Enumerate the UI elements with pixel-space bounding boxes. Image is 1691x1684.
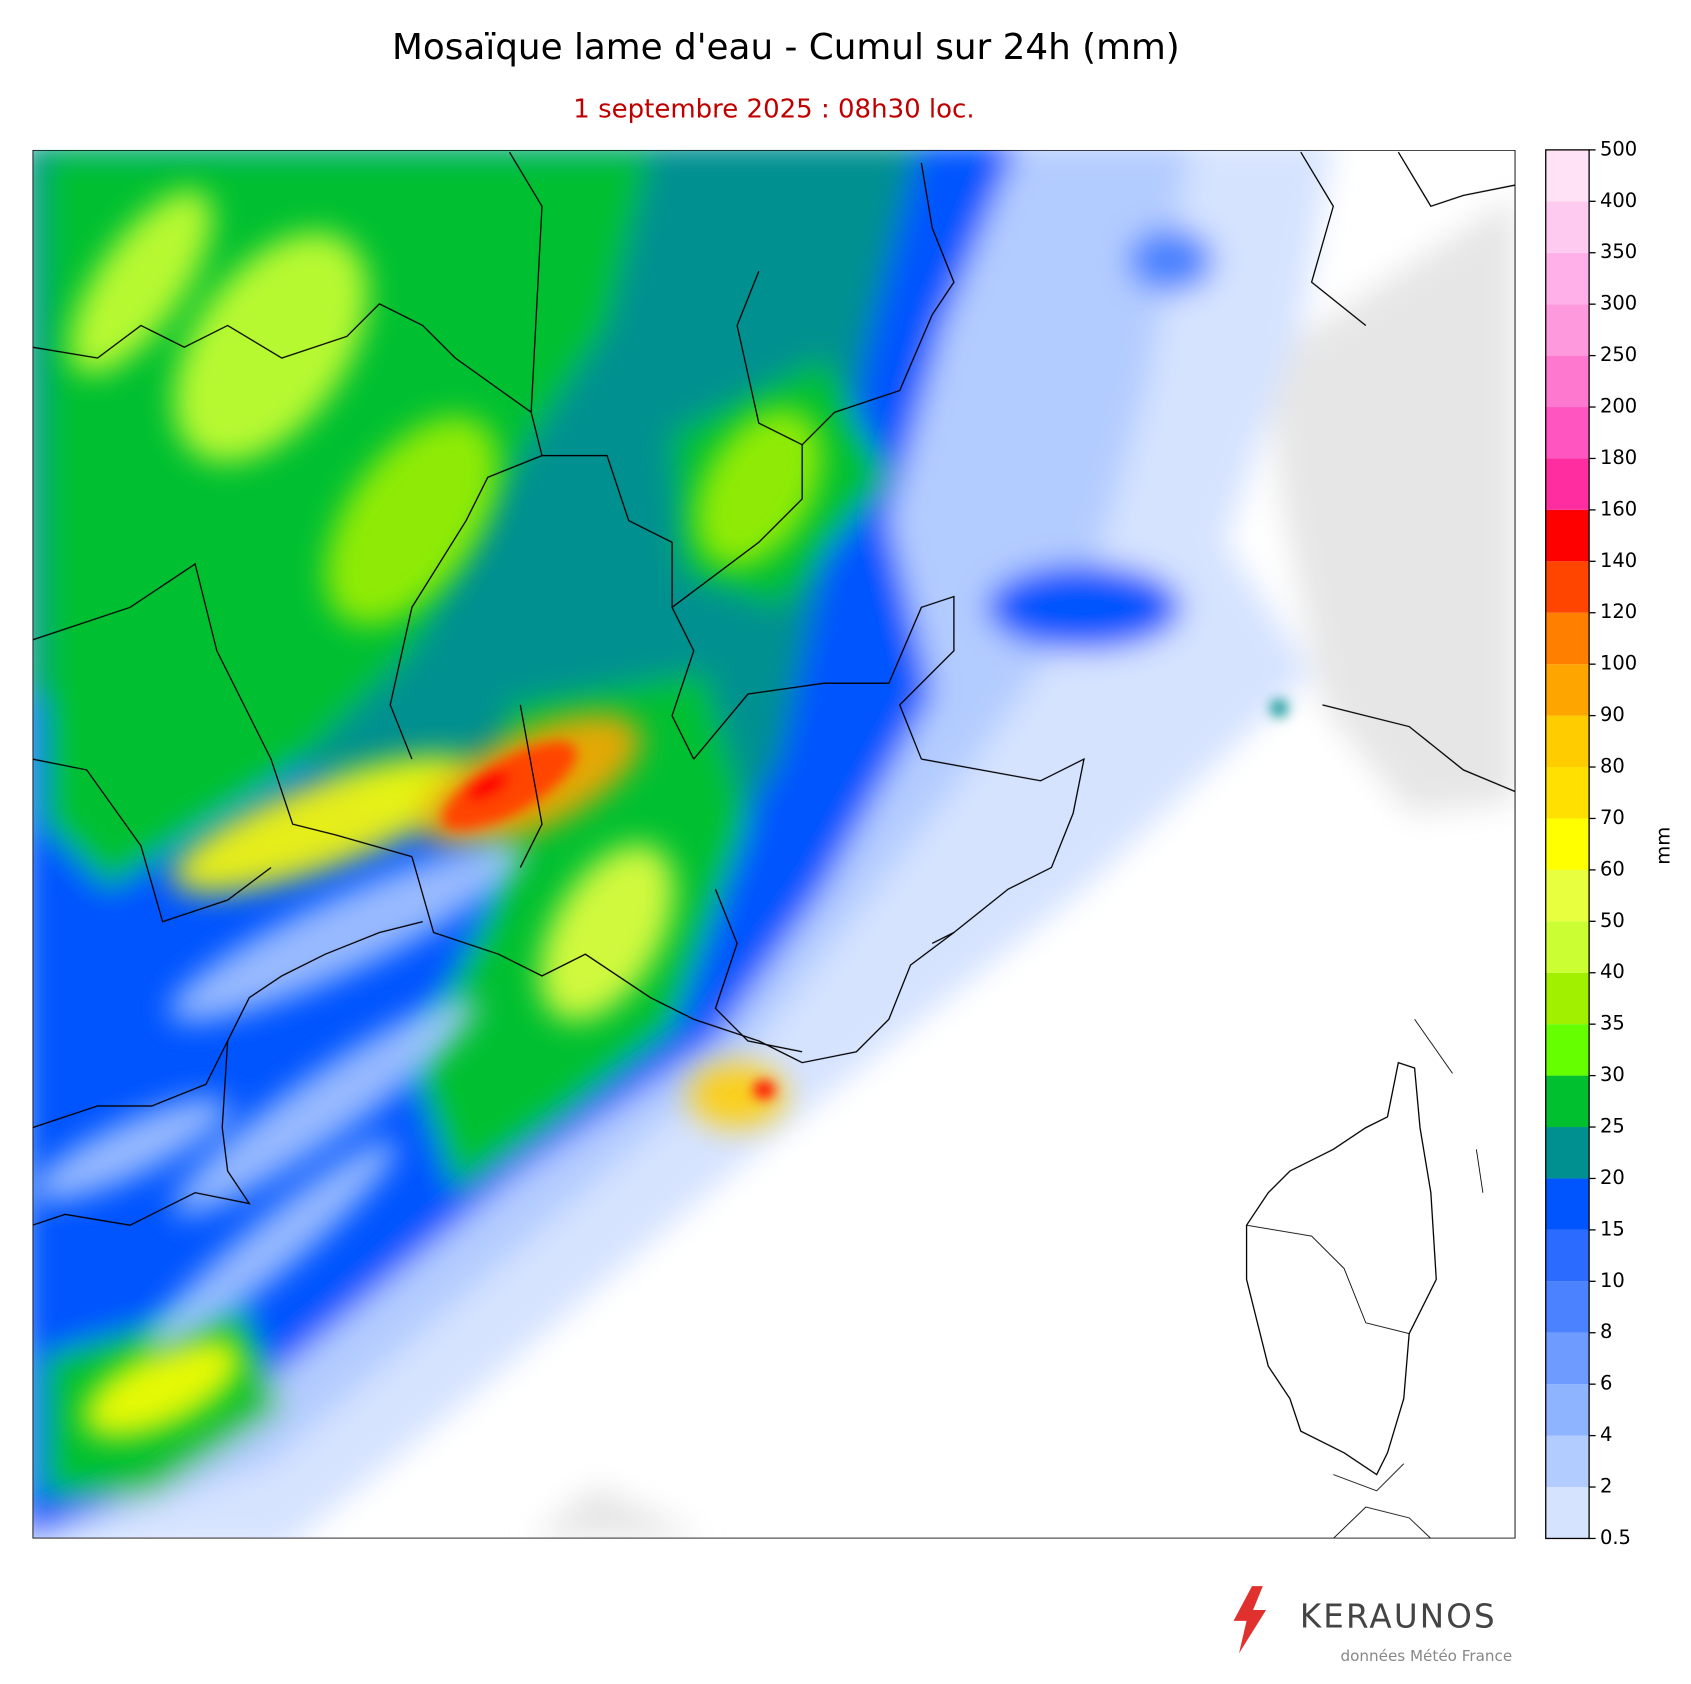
logo-brand: KERAUNOS bbox=[1300, 1598, 1497, 1636]
color-band bbox=[1545, 818, 1590, 870]
tick-label: 20 bbox=[1600, 1166, 1625, 1189]
tick-label: 4 bbox=[1600, 1423, 1612, 1446]
tick-label: 250 bbox=[1600, 343, 1637, 366]
tick-label: 180 bbox=[1600, 446, 1637, 469]
tick-label: 15 bbox=[1600, 1217, 1625, 1240]
tick-label: 100 bbox=[1600, 652, 1637, 675]
logo-credit: données Météo France bbox=[1341, 1647, 1513, 1665]
tick-label: 350 bbox=[1600, 240, 1637, 263]
color-band bbox=[1545, 1229, 1590, 1282]
tick-label: 35 bbox=[1600, 1012, 1625, 1035]
color-band bbox=[1545, 1024, 1590, 1076]
title: Mosaïque lame d'eau - Cumul sur 24h (mm) bbox=[392, 27, 1180, 68]
tick-label: 140 bbox=[1600, 549, 1637, 572]
color-band bbox=[1545, 509, 1590, 562]
color-band bbox=[1545, 1332, 1590, 1385]
tick-label: 30 bbox=[1600, 1063, 1625, 1086]
tick-label: 6 bbox=[1600, 1372, 1612, 1395]
tick-label: 70 bbox=[1600, 806, 1625, 829]
color-band bbox=[1545, 1281, 1590, 1333]
color-band bbox=[1545, 252, 1590, 305]
tick-label: 90 bbox=[1600, 703, 1625, 726]
colorbar-label: mm bbox=[1651, 827, 1674, 865]
color-band bbox=[1545, 767, 1590, 819]
color-band bbox=[1545, 612, 1590, 665]
tick-label: 2 bbox=[1600, 1475, 1612, 1498]
tick-label: 300 bbox=[1600, 292, 1637, 315]
colorbar: 0.5 2 4 6 8 10 15 20 25 30 35 40 50 60 70 80 90 100 120 140… bbox=[1545, 137, 1637, 1549]
tick-label: 200 bbox=[1600, 395, 1637, 418]
color-band bbox=[1545, 664, 1590, 716]
color-band bbox=[1545, 458, 1590, 510]
color-band bbox=[1545, 1127, 1590, 1179]
color-band bbox=[1545, 869, 1590, 922]
color-band bbox=[1545, 921, 1590, 973]
tick-label: 60 bbox=[1600, 857, 1625, 880]
tick-label: 10 bbox=[1600, 1269, 1625, 1292]
tick-label: 50 bbox=[1600, 909, 1625, 932]
color-band bbox=[1545, 355, 1590, 408]
color-band bbox=[1545, 1435, 1590, 1488]
color-band bbox=[1545, 1178, 1590, 1230]
color-band bbox=[1545, 407, 1590, 459]
color-band bbox=[1545, 972, 1590, 1025]
radar-map bbox=[32, 149, 1516, 1539]
tick-label: 8 bbox=[1600, 1320, 1612, 1343]
color-band bbox=[1545, 1487, 1590, 1539]
subtitle: 1 septembre 2025 : 08h30 loc. bbox=[573, 94, 974, 124]
color-band bbox=[1545, 149, 1590, 202]
color-band bbox=[1545, 1384, 1590, 1436]
tick-label: 40 bbox=[1600, 960, 1625, 983]
color-band bbox=[1545, 561, 1590, 613]
tick-label: 400 bbox=[1600, 189, 1637, 212]
tick-label: 500 bbox=[1600, 137, 1637, 160]
color-band bbox=[1545, 1075, 1590, 1128]
tick-label: 160 bbox=[1600, 497, 1637, 520]
logo-icon bbox=[1233, 1586, 1267, 1654]
color-band bbox=[1545, 201, 1590, 253]
tick-label: 120 bbox=[1600, 600, 1637, 623]
color-band bbox=[1545, 715, 1590, 768]
tick-label: 0.5 bbox=[1600, 1526, 1631, 1549]
tick-label: 25 bbox=[1600, 1115, 1625, 1138]
colorbar-frame bbox=[1545, 149, 1590, 1540]
tick-label: 80 bbox=[1600, 755, 1625, 778]
color-band bbox=[1545, 304, 1590, 356]
